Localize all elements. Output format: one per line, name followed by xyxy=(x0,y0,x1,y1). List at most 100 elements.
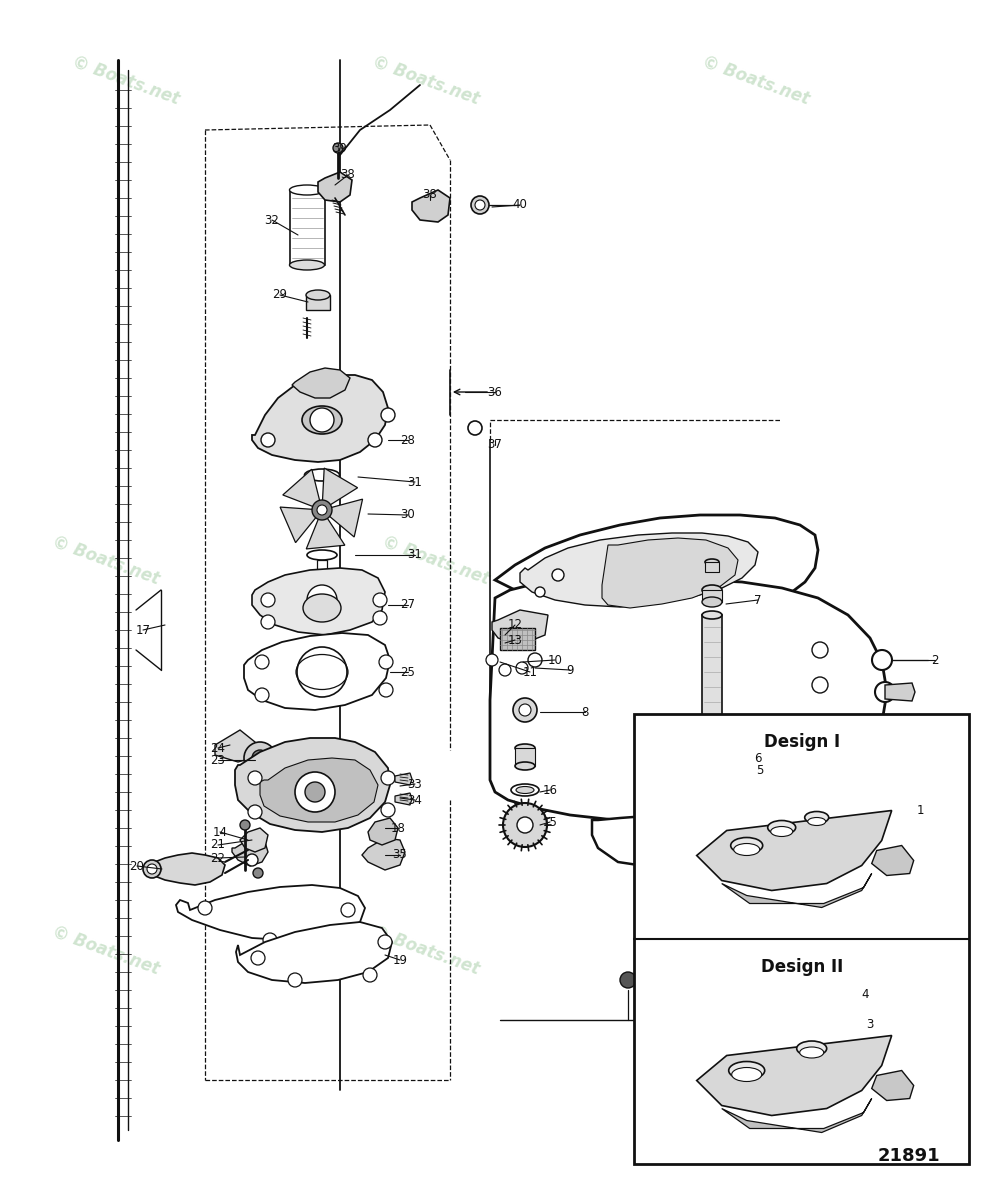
Circle shape xyxy=(373,593,387,607)
Ellipse shape xyxy=(511,784,539,796)
Text: 10: 10 xyxy=(547,654,562,666)
Text: 29: 29 xyxy=(273,288,288,301)
Text: 28: 28 xyxy=(401,433,416,446)
Circle shape xyxy=(198,901,212,914)
Polygon shape xyxy=(235,738,390,832)
Polygon shape xyxy=(362,838,405,870)
Polygon shape xyxy=(252,374,388,462)
Circle shape xyxy=(143,860,161,878)
Circle shape xyxy=(516,662,528,674)
Polygon shape xyxy=(395,793,412,805)
Circle shape xyxy=(251,950,265,965)
Circle shape xyxy=(528,653,542,667)
Polygon shape xyxy=(215,730,255,762)
Text: © Boats.net: © Boats.net xyxy=(700,53,812,108)
Text: 3: 3 xyxy=(866,1019,874,1032)
Polygon shape xyxy=(395,773,412,785)
Text: 38: 38 xyxy=(423,188,438,202)
Polygon shape xyxy=(705,562,719,572)
Circle shape xyxy=(381,770,395,785)
Text: 32: 32 xyxy=(265,214,280,227)
Text: 25: 25 xyxy=(401,666,416,678)
Text: 34: 34 xyxy=(408,793,423,806)
Circle shape xyxy=(519,704,531,716)
Polygon shape xyxy=(260,758,378,822)
Ellipse shape xyxy=(702,596,722,607)
Text: 31: 31 xyxy=(408,475,423,488)
Polygon shape xyxy=(702,614,722,770)
Circle shape xyxy=(363,968,377,982)
Ellipse shape xyxy=(728,1062,764,1080)
Polygon shape xyxy=(240,828,268,852)
Circle shape xyxy=(499,664,511,676)
Text: 30: 30 xyxy=(401,509,416,522)
Circle shape xyxy=(288,973,302,986)
Circle shape xyxy=(381,803,395,817)
Circle shape xyxy=(872,650,892,670)
Text: 19: 19 xyxy=(393,954,408,966)
Ellipse shape xyxy=(799,1046,824,1058)
Ellipse shape xyxy=(730,838,762,853)
Text: 6: 6 xyxy=(754,751,762,764)
Text: 23: 23 xyxy=(211,754,226,767)
Ellipse shape xyxy=(805,811,829,823)
Text: 4: 4 xyxy=(861,989,869,1002)
Ellipse shape xyxy=(515,762,535,770)
Circle shape xyxy=(379,683,393,697)
Circle shape xyxy=(263,934,277,947)
Text: 2: 2 xyxy=(931,654,939,666)
Text: 12: 12 xyxy=(507,618,522,631)
Polygon shape xyxy=(702,590,722,602)
Text: 24: 24 xyxy=(211,742,226,755)
Ellipse shape xyxy=(808,817,826,826)
Circle shape xyxy=(381,408,395,422)
Text: 35: 35 xyxy=(393,848,408,862)
Ellipse shape xyxy=(516,786,534,793)
Text: © Boats.net: © Boats.net xyxy=(630,533,742,588)
Text: 27: 27 xyxy=(401,599,416,612)
Text: 21891: 21891 xyxy=(877,1147,940,1165)
Polygon shape xyxy=(318,172,352,202)
Text: 14: 14 xyxy=(213,826,228,839)
Polygon shape xyxy=(252,568,385,635)
Ellipse shape xyxy=(731,1068,761,1081)
Text: 17: 17 xyxy=(136,624,151,636)
Ellipse shape xyxy=(303,594,341,622)
Polygon shape xyxy=(520,533,758,607)
Polygon shape xyxy=(872,846,914,876)
Circle shape xyxy=(261,433,275,446)
Ellipse shape xyxy=(796,1040,827,1056)
Polygon shape xyxy=(592,815,730,868)
Text: 39: 39 xyxy=(333,142,348,155)
Circle shape xyxy=(620,972,636,988)
Text: 13: 13 xyxy=(507,634,522,647)
Text: Design II: Design II xyxy=(760,958,843,976)
Circle shape xyxy=(373,611,387,625)
Polygon shape xyxy=(368,818,398,845)
Circle shape xyxy=(240,820,250,830)
Polygon shape xyxy=(412,190,450,222)
Text: 33: 33 xyxy=(408,778,423,791)
Polygon shape xyxy=(307,510,345,548)
Text: 18: 18 xyxy=(391,822,406,834)
Circle shape xyxy=(248,770,262,785)
Ellipse shape xyxy=(290,260,325,270)
Circle shape xyxy=(307,584,337,614)
Polygon shape xyxy=(696,1036,892,1116)
Text: © Boats.net: © Boats.net xyxy=(70,53,183,108)
Text: © Boats.net: © Boats.net xyxy=(50,533,163,588)
Circle shape xyxy=(147,864,157,874)
Polygon shape xyxy=(283,469,322,510)
Text: © Boats.net: © Boats.net xyxy=(370,923,483,978)
Ellipse shape xyxy=(302,406,342,434)
Text: 38: 38 xyxy=(341,168,356,181)
Circle shape xyxy=(875,682,895,702)
Polygon shape xyxy=(148,853,225,886)
Polygon shape xyxy=(872,1070,914,1100)
Text: 7: 7 xyxy=(754,594,762,606)
Circle shape xyxy=(305,782,325,802)
Text: 8: 8 xyxy=(581,706,588,719)
Text: 20: 20 xyxy=(130,859,145,872)
Polygon shape xyxy=(721,1098,872,1133)
Polygon shape xyxy=(236,922,392,983)
